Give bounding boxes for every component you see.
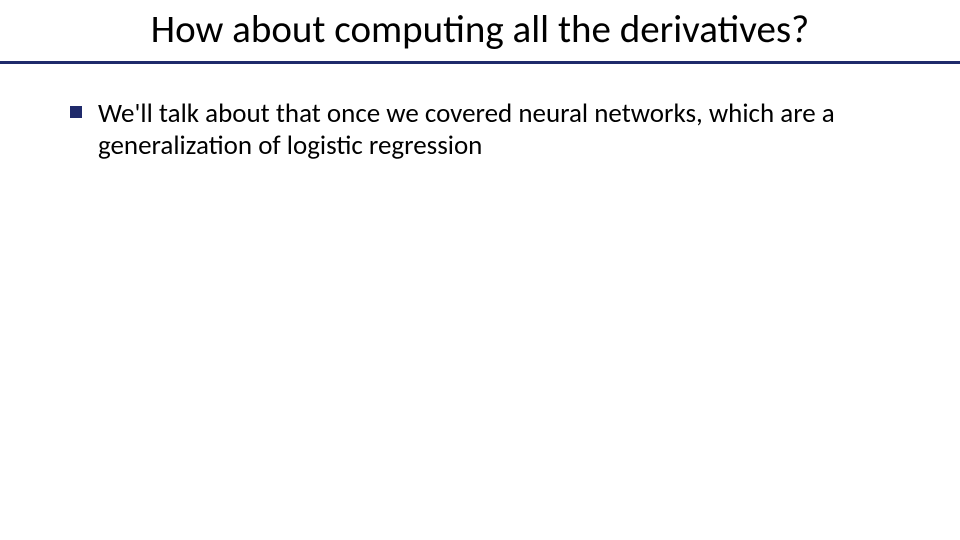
bullet-list: We'll talk about that once we covered ne… [70,98,890,162]
slide: How about computing all the derivatives?… [0,0,960,540]
square-bullet-icon [70,106,82,118]
bullet-text: We'll talk about that once we covered ne… [98,97,835,162]
title-region: How about computing all the derivatives? [0,0,960,64]
slide-title: How about computing all the derivatives? [0,8,960,59]
list-item: We'll talk about that once we covered ne… [70,98,890,162]
body-region: We'll talk about that once we covered ne… [0,64,960,162]
